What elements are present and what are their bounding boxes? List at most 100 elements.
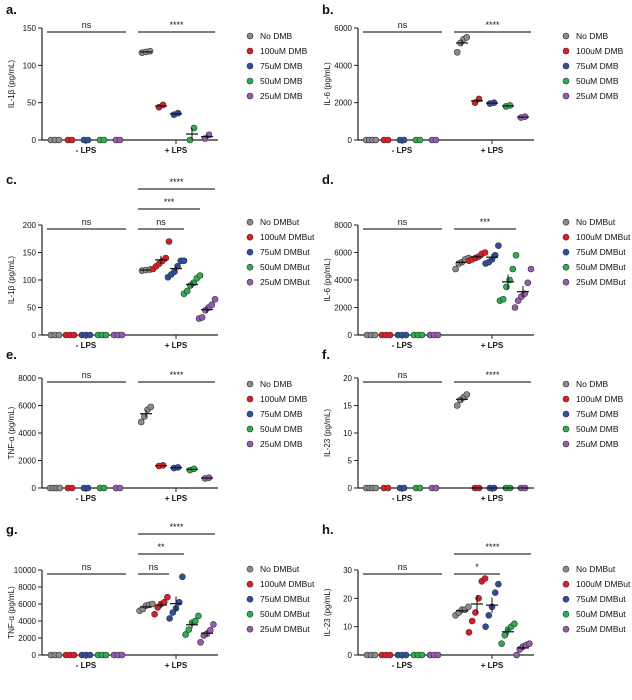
x-tick-label: + LPS (481, 494, 504, 503)
point-plus-lps-group2 (482, 623, 489, 630)
point-plus-lps-group3 (190, 465, 198, 473)
y-tick-label: 4000 (18, 617, 36, 626)
legend-label: 25uM DMBut (576, 277, 626, 287)
legend-label: No DMB (260, 379, 292, 389)
point-plus-lps-group3 (509, 265, 517, 273)
y-axis-label: TNF-α (pg/mL) (7, 406, 16, 459)
x-tick-label: + LPS (481, 661, 504, 670)
point-minus-lps-group4 (434, 651, 442, 659)
legend-marker (246, 395, 254, 403)
y-tick-label: 0 (32, 651, 37, 660)
point-minus-lps-group2 (86, 331, 94, 339)
y-tick-label: 2000 (334, 99, 352, 108)
legend-label: 25uM DMBut (260, 277, 310, 287)
point-plus-lps-group0 (147, 403, 155, 411)
legend-label: 75uM DMBut (576, 594, 626, 604)
legend-label: 100uM DMB (260, 46, 308, 56)
legend-label: 75uM DMBut (260, 594, 310, 604)
point-minus-lps-group2 (84, 484, 92, 492)
y-tick-label: 0 (32, 136, 37, 145)
point-plus-lps-group2 (174, 109, 182, 117)
panel-label: g. (6, 522, 18, 537)
legend-label: 25uM DMBut (260, 624, 310, 634)
significance-label: ns (149, 562, 159, 572)
significance-label: ns (398, 20, 408, 30)
point-minus-lps-group3 (416, 136, 424, 144)
point-minus-lps-group4 (118, 331, 126, 339)
point-minus-lps-group4 (116, 484, 124, 492)
legend-label: 75uM DMB (576, 409, 619, 419)
legend-marker (246, 380, 254, 388)
y-tick-label: 0 (348, 651, 353, 660)
legend-marker (562, 92, 570, 100)
panel-d: d. 0 2000 4000 6000 8000 IL-6 (pg/mL) - LPS + LP… (322, 172, 631, 350)
significance-label: **** (485, 542, 500, 552)
significance-label: ns (82, 562, 92, 572)
legend-label: 100uM DMBut (260, 579, 315, 589)
point-minus-lps-group3 (100, 136, 108, 144)
legend-label: No DMBut (260, 564, 300, 574)
point-minus-lps-group4 (118, 651, 126, 659)
point-plus-lps-group4 (206, 627, 214, 634)
legend-marker (246, 410, 254, 418)
point-plus-lps-group4 (511, 304, 519, 311)
legend-label: No DMBut (576, 217, 616, 227)
point-minus-lps-group2 (400, 484, 408, 492)
y-tick-label: 4000 (334, 61, 352, 70)
point-minus-lps-group1 (384, 484, 392, 492)
y-tick-label: 20 (343, 374, 352, 383)
point-minus-lps-group3 (416, 484, 424, 492)
y-tick-label: 0 (348, 484, 353, 493)
y-tick-label: 4000 (334, 276, 352, 285)
point-plus-lps-group1 (164, 593, 171, 601)
point-plus-lps-group3 (499, 295, 507, 303)
y-axis-label: IL-1β (pg/mL) (7, 256, 16, 305)
significance-label: *** (480, 217, 491, 227)
significance-label: **** (169, 522, 184, 532)
legend-label: No DMBut (576, 564, 616, 574)
point-plus-lps-group4 (197, 638, 204, 646)
y-tick-label: 6000 (18, 600, 36, 609)
y-axis-label: IL-6 (pg/mL) (323, 258, 332, 302)
panel-label: d. (322, 172, 334, 187)
legend-label: 75uM DMBut (576, 247, 626, 257)
legend-marker (562, 218, 570, 226)
point-plus-lps-group0 (452, 265, 459, 273)
y-tick-label: 20 (343, 594, 352, 603)
legend-label: 50uM DMB (260, 424, 303, 434)
point-plus-lps-group2 (495, 242, 502, 249)
point-minus-lps-group2 (402, 651, 410, 659)
legend-marker (562, 278, 570, 286)
point-plus-lps-group2 (180, 257, 188, 265)
legend-label: 75uM DMBut (260, 247, 310, 257)
y-tick-label: 100 (23, 276, 37, 285)
point-minus-lps-group3 (102, 331, 110, 339)
point-minus-lps-group3 (418, 651, 426, 659)
legend-label: 75uM DMB (260, 61, 303, 71)
point-plus-lps-group1 (468, 617, 476, 625)
panel-label: e. (6, 347, 17, 362)
legend-marker (562, 610, 570, 618)
legend-marker (246, 47, 254, 55)
legend-marker (562, 380, 570, 388)
point-minus-lps-group1 (68, 484, 76, 492)
legend-label: 25uM DMB (576, 439, 619, 449)
point-minus-lps-group0 (55, 331, 63, 339)
panel-g: g. 0 2000 4000 6000 8000 10000 TNF-α (pg/mL) - L… (6, 522, 315, 670)
significance-label: ns (82, 217, 92, 227)
point-plus-lps-group3 (511, 620, 518, 628)
legend-marker (562, 565, 570, 573)
panel-b: b. 0 2000 4000 6000 IL-6 (pg/mL) - LPS + LPS ns *… (322, 2, 624, 155)
y-tick-label: 150 (23, 249, 37, 258)
point-minus-lps-group1 (386, 331, 394, 339)
x-tick-label: - LPS (76, 146, 97, 155)
point-plus-lps-group4 (210, 621, 217, 628)
y-axis-label: IL-23 (pg/mL) (323, 588, 332, 636)
y-tick-label: 8000 (18, 374, 36, 383)
y-tick-label: 6000 (18, 402, 36, 411)
legend-marker (246, 610, 254, 618)
panel-label: b. (322, 2, 334, 17)
significance-label: * (475, 562, 479, 572)
y-tick-label: 15 (343, 402, 352, 411)
legend-marker (562, 263, 570, 271)
